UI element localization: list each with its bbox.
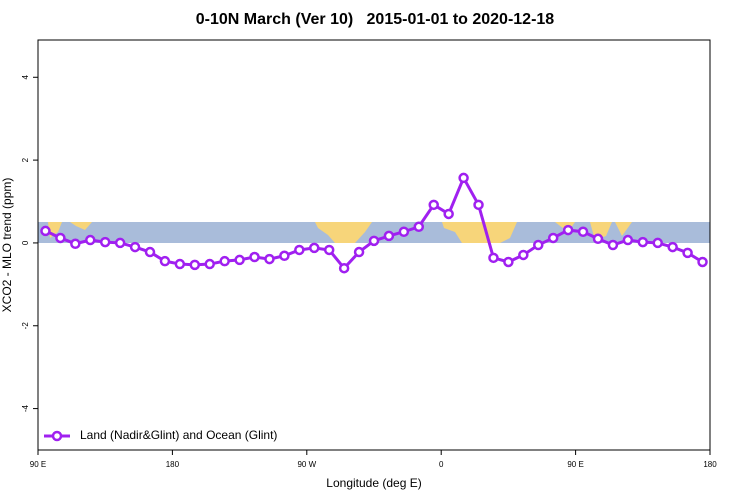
point bbox=[488, 252, 499, 264]
land bbox=[442, 222, 517, 243]
point bbox=[652, 237, 663, 249]
chart-title: 0-10N March (Ver 10) 2015-01-01 to 2020-… bbox=[196, 11, 555, 28]
point bbox=[249, 251, 260, 263]
point bbox=[264, 253, 275, 265]
point bbox=[622, 234, 634, 246]
y-tick-label: -4 bbox=[21, 404, 30, 412]
point bbox=[413, 221, 425, 233]
point bbox=[174, 258, 186, 270]
legend-label: Land (Nadir&Glint) and Ocean (Glint) bbox=[80, 428, 277, 442]
land bbox=[48, 222, 92, 238]
point bbox=[368, 235, 380, 247]
point bbox=[309, 242, 320, 254]
point bbox=[144, 246, 156, 258]
point bbox=[503, 256, 514, 268]
plot-frame bbox=[37, 39, 711, 451]
point bbox=[129, 241, 141, 253]
y-tick-label: -2 bbox=[21, 322, 30, 330]
y-tick-label: 2 bbox=[21, 157, 30, 162]
point bbox=[518, 249, 529, 261]
x-tick-label: 90 E bbox=[30, 460, 46, 469]
point bbox=[40, 225, 51, 237]
x-axis-label: Longitude (deg E) bbox=[326, 476, 421, 490]
point bbox=[637, 236, 649, 248]
point bbox=[547, 232, 559, 244]
point bbox=[398, 226, 410, 237]
point bbox=[562, 224, 574, 236]
y-tick-label: 0 bbox=[21, 240, 30, 245]
point bbox=[234, 254, 245, 266]
point bbox=[458, 172, 469, 184]
point bbox=[428, 199, 439, 211]
point bbox=[338, 262, 350, 274]
point bbox=[85, 234, 96, 246]
point bbox=[55, 232, 66, 244]
point bbox=[70, 238, 81, 250]
point bbox=[114, 237, 126, 249]
point bbox=[99, 236, 111, 248]
land bbox=[315, 222, 372, 243]
point bbox=[294, 244, 305, 256]
point bbox=[219, 255, 230, 267]
x-tick-label: 180 bbox=[703, 460, 717, 469]
point bbox=[279, 250, 290, 262]
x-tick-label: 90 E bbox=[567, 460, 583, 469]
point bbox=[159, 255, 171, 267]
point bbox=[592, 233, 604, 245]
point bbox=[682, 247, 693, 259]
point bbox=[383, 230, 395, 242]
point bbox=[697, 256, 708, 268]
point bbox=[607, 239, 619, 251]
ocean-band bbox=[38, 222, 710, 243]
x-tick-label: 0 bbox=[439, 460, 444, 469]
x-tick-label: 180 bbox=[166, 460, 180, 469]
map-strip bbox=[38, 222, 710, 243]
point bbox=[353, 246, 365, 258]
point bbox=[323, 244, 335, 256]
land bbox=[555, 222, 632, 240]
point bbox=[533, 239, 544, 251]
x-tick-label: 90 W bbox=[297, 460, 316, 469]
point bbox=[204, 258, 215, 270]
point bbox=[189, 259, 201, 271]
point bbox=[577, 226, 589, 237]
legend-marker bbox=[51, 430, 63, 442]
y-tick-label: 4 bbox=[21, 74, 30, 79]
y-axis-label: XCO2 - MLO trend (ppm) bbox=[0, 178, 14, 313]
point bbox=[667, 241, 678, 253]
point bbox=[443, 208, 454, 220]
point bbox=[473, 199, 484, 211]
